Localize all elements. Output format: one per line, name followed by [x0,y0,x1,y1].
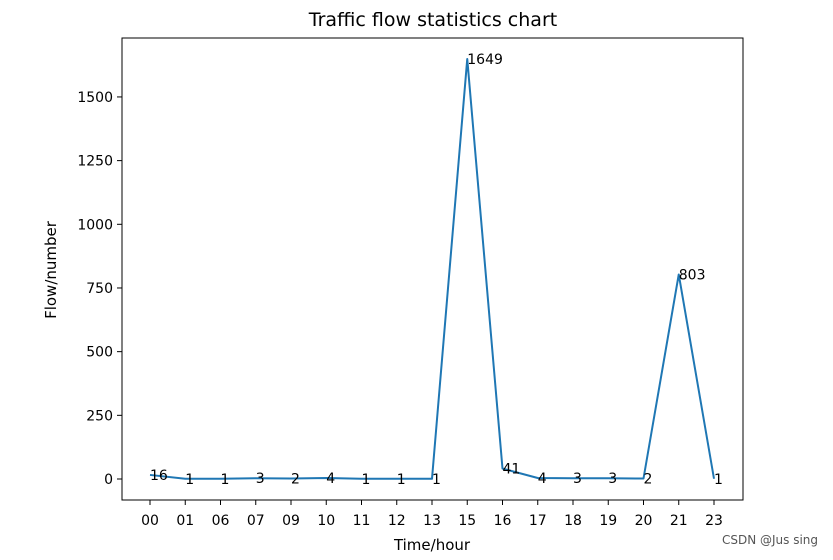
x-tick-label: 09 [282,513,300,529]
y-tick-label: 1500 [77,90,113,106]
watermark: CSDN @Jus sing [722,533,818,547]
data-label: 4 [326,471,335,487]
y-tick-label: 1000 [77,217,113,233]
data-label: 1649 [467,52,503,68]
data-label: 3 [256,471,265,487]
x-tick-label: 13 [423,513,441,529]
data-label: 1 [362,472,371,488]
x-axis-label: Time/hour [393,536,471,554]
data-label: 16 [150,468,168,484]
x-tick-label: 11 [353,513,371,529]
y-tick-label: 750 [86,281,113,297]
data-label: 41 [503,462,521,478]
x-tick-label: 00 [141,513,159,529]
x-tick-label: 16 [494,513,512,529]
x-tick-label: 23 [705,513,723,529]
y-tick-label: 250 [86,408,113,424]
x-tick-label: 01 [176,513,194,529]
y-tick-label: 1250 [77,154,113,170]
y-tick-label: 500 [86,345,113,361]
x-tick-label: 06 [212,513,230,529]
x-tick-label: 17 [529,513,547,529]
data-label: 1 [432,472,441,488]
chart-title: Traffic flow statistics chart [308,9,557,31]
series-layer [149,57,715,480]
data-label: 1 [397,472,406,488]
series-line [149,57,715,480]
x-tick-label: 19 [599,513,617,529]
x-tick-label: 20 [635,513,653,529]
x-tick-label: 07 [247,513,265,529]
data-label: 3 [608,471,617,487]
data-label: 1 [714,472,723,488]
data-label: 803 [679,267,706,283]
x-tick-label: 18 [564,513,582,529]
y-axis-ticks: 0 250 500 750 1000 1250 1500 [77,90,122,488]
data-label: 1 [221,472,230,488]
data-label: 2 [291,472,300,488]
plot-frame [121,37,744,501]
x-tick-label: 12 [388,513,406,529]
data-label: 1 [185,472,194,488]
data-label: 3 [573,471,582,487]
y-tick-label: 0 [104,472,113,488]
x-tick-label: 15 [458,513,476,529]
data-label: 4 [538,471,547,487]
data-label: 2 [644,472,653,488]
x-axis-ticks: 00 01 06 07 09 10 11 12 13 15 16 17 18 19 20 21 23 [141,500,723,529]
y-axis-label: Flow/number [42,220,60,319]
x-tick-label: 21 [670,513,688,529]
x-tick-label: 10 [317,513,335,529]
